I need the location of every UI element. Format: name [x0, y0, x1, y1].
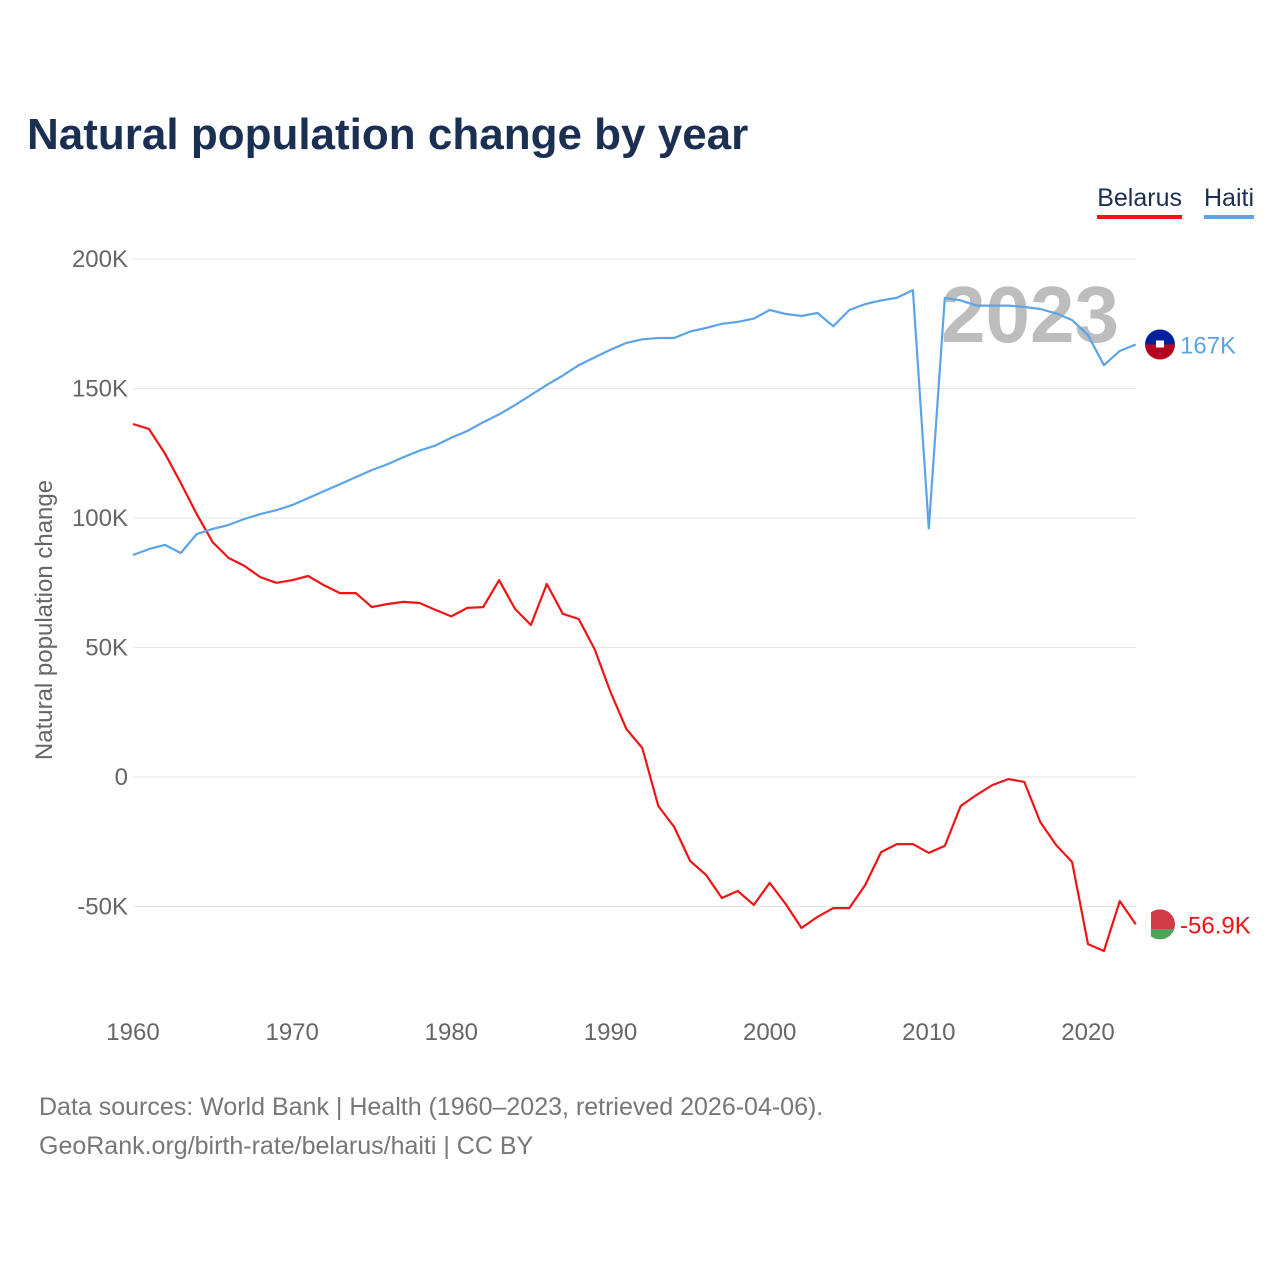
- y-tick-label: -50K: [77, 894, 128, 921]
- flag-icon-haiti: [1145, 329, 1175, 360]
- y-axis-label: Natural population change: [31, 480, 58, 760]
- x-tick-label: 1990: [584, 1019, 637, 1046]
- year-watermark: 2023: [941, 270, 1119, 359]
- source-link[interactable]: GeoRank.org/birth-rate/belarus/haiti | C…: [39, 1132, 534, 1160]
- y-tick-label: 50K: [85, 635, 128, 662]
- y-tick-label: 150K: [72, 376, 128, 403]
- end-value-label: 167K: [1180, 332, 1236, 359]
- chart-title: Natural population change by year: [27, 110, 749, 159]
- source-footer: Data sources: World Bank | Health (1960–…: [39, 1088, 823, 1166]
- y-tick-label: 200K: [72, 246, 128, 273]
- series-line-belarus[interactable]: [132, 422, 1137, 953]
- x-tick-label: 2020: [1061, 1019, 1114, 1046]
- legend: Belarus Haiti: [1097, 184, 1254, 219]
- source-text: Data sources: World Bank | Health (1960–…: [39, 1093, 824, 1121]
- y-tick-label: 100K: [72, 505, 128, 532]
- flag-icon-belarus: [1145, 909, 1175, 940]
- y-tick-label: 0: [115, 764, 128, 791]
- end-value-label: -56.9K: [1180, 912, 1251, 939]
- x-tick-label: 1980: [425, 1019, 478, 1046]
- x-tick-label: 1970: [265, 1019, 318, 1046]
- x-tick-label: 2000: [743, 1019, 796, 1046]
- legend-item-haiti[interactable]: Haiti: [1203, 184, 1254, 219]
- series-line-haiti[interactable]: [132, 289, 1137, 557]
- x-tick-label: 2010: [902, 1019, 955, 1046]
- x-tick-label: 1960: [106, 1019, 159, 1046]
- legend-item-belarus[interactable]: Belarus: [1097, 184, 1182, 219]
